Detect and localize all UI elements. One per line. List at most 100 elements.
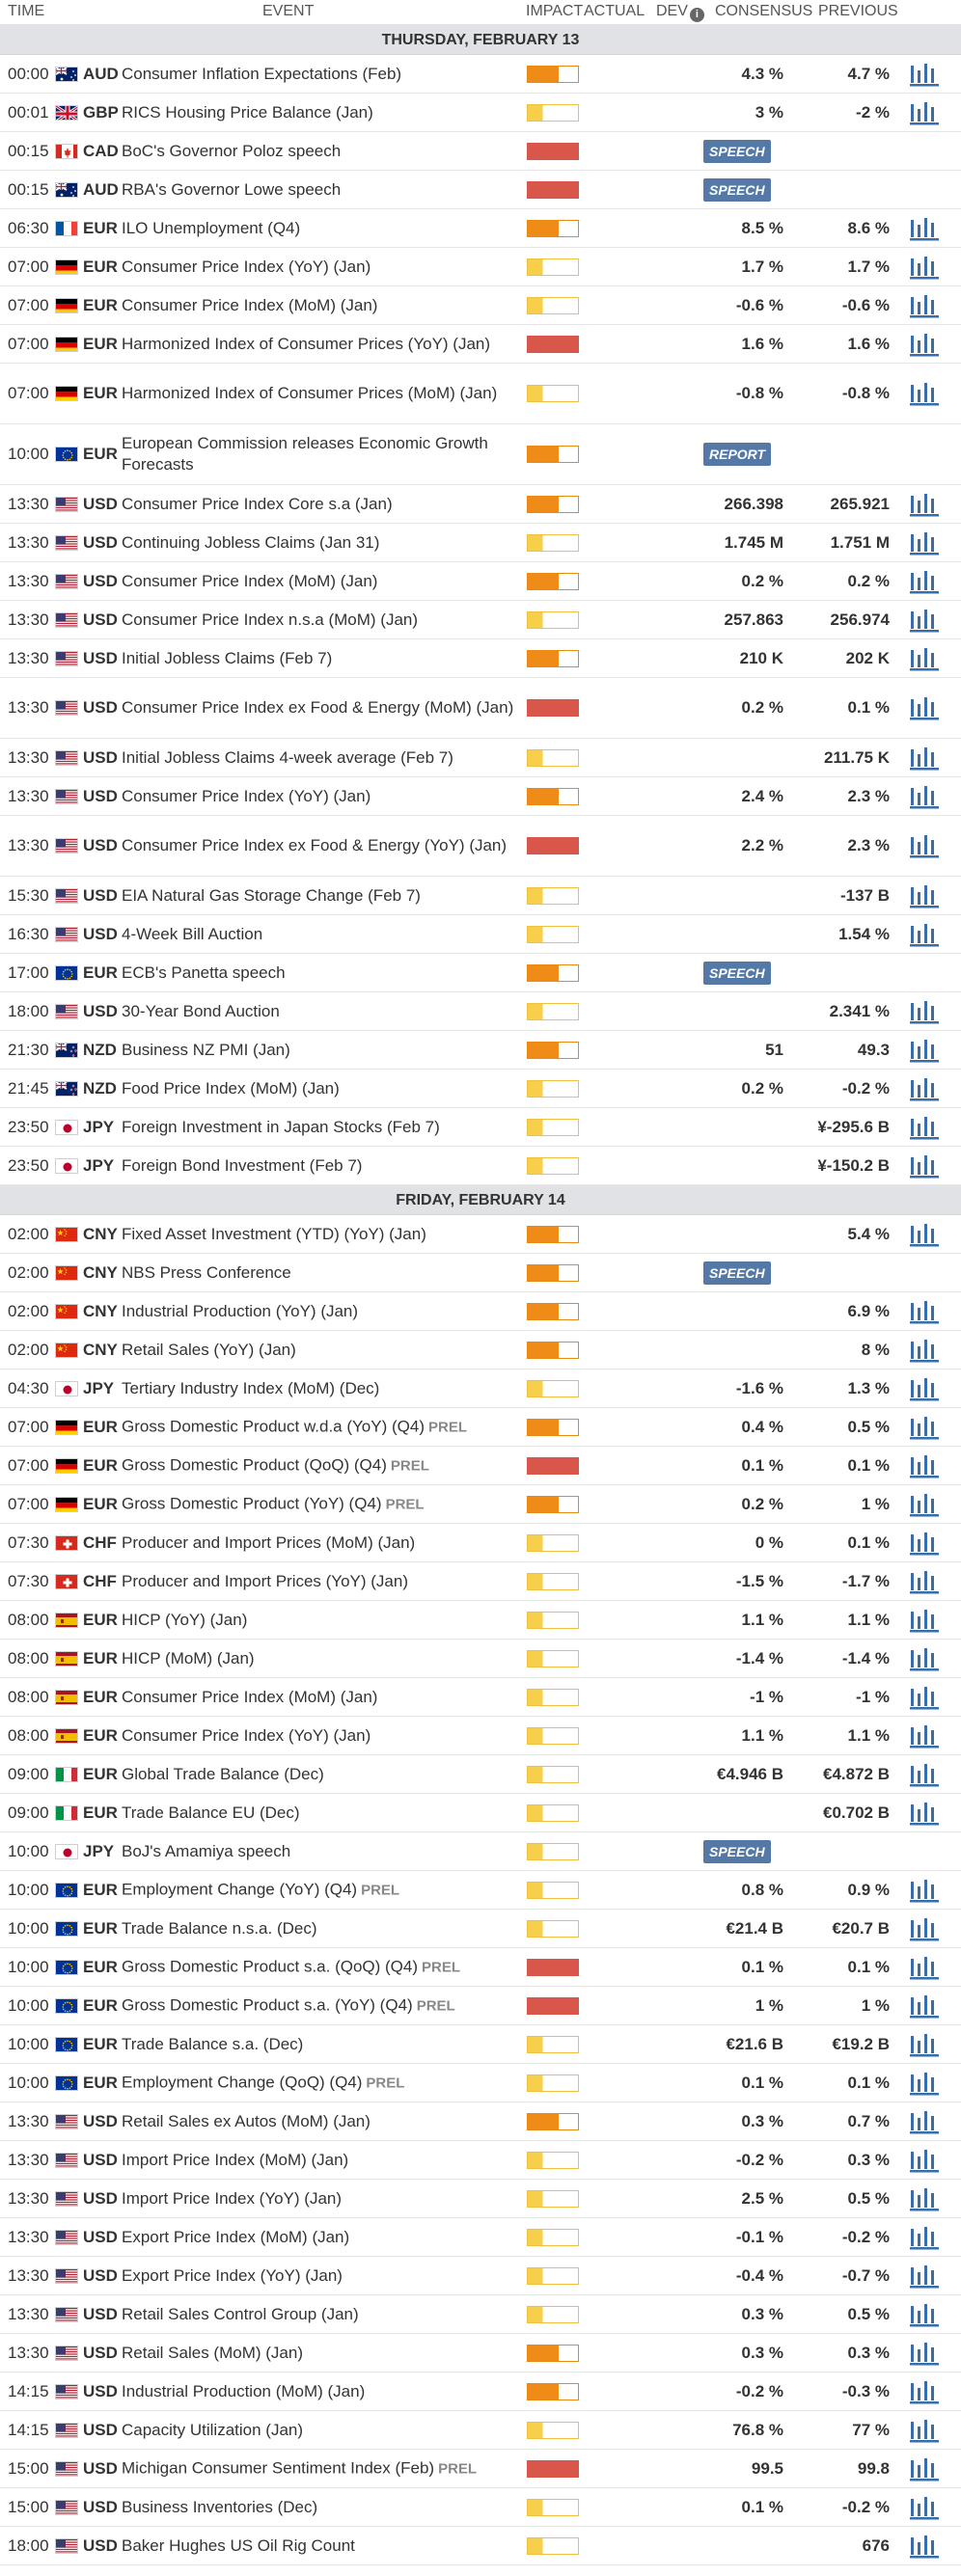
table-row[interactable]: 13:30 USD Import Price Index (YoY) (Jan) 2.…	[0, 2180, 961, 2218]
event-name[interactable]: Producer and Import Prices (MoM) (Jan)	[122, 1532, 517, 1554]
bar-chart-icon[interactable]	[909, 2341, 940, 2366]
event-name[interactable]: HICP (MoM) (Jan)	[122, 1648, 517, 1669]
event-name[interactable]: Gross Domestic Product (QoQ) (Q4) PREL	[122, 1454, 517, 1477]
event-name[interactable]: Global Trade Balance (Dec)	[122, 1764, 517, 1785]
bar-chart-icon[interactable]	[909, 2534, 940, 2559]
table-row[interactable]: 00:15 AUD RBA's Governor Lowe speech SPEECH	[0, 171, 961, 209]
event-name[interactable]: Producer and Import Prices (YoY) (Jan)	[122, 1571, 517, 1592]
bar-chart-icon[interactable]	[909, 2418, 940, 2443]
event-name[interactable]: Import Price Index (MoM) (Jan)	[122, 2150, 517, 2171]
bar-chart-icon[interactable]	[909, 2225, 940, 2250]
event-name[interactable]: ECB's Panetta speech	[122, 963, 517, 984]
bar-chart-icon[interactable]	[909, 1376, 940, 1401]
table-row[interactable]: 13:30 USD Export Price Index (YoY) (Jan) -0…	[0, 2257, 961, 2295]
table-row[interactable]: 13:30 USD Retail Sales ex Autos (MoM) (Jan…	[0, 2102, 961, 2141]
bar-chart-icon[interactable]	[909, 1338, 940, 1363]
table-row[interactable]: 13:30 USD Import Price Index (MoM) (Jan) -0…	[0, 2141, 961, 2180]
event-name[interactable]: Gross Domestic Product s.a. (YoY) (Q4) PR…	[122, 1994, 517, 2017]
table-row[interactable]: 07:00 EUR Consumer Price Index (MoM) (Jan)…	[0, 286, 961, 325]
bar-chart-icon[interactable]	[909, 922, 940, 947]
table-row[interactable]: 23:50 JPY Foreign Bond Investment (Feb 7) ¥…	[0, 1147, 961, 1185]
bar-chart-icon[interactable]	[909, 2456, 940, 2481]
table-row[interactable]: 07:30 CHF Producer and Import Prices (MoM)…	[0, 1524, 961, 1562]
bar-chart-icon[interactable]	[909, 255, 940, 280]
bar-chart-icon[interactable]	[909, 883, 940, 908]
bar-chart-icon[interactable]	[909, 1492, 940, 1517]
event-name[interactable]: Business NZ PMI (Jan)	[122, 1040, 517, 1061]
event-name[interactable]: BoC's Governor Poloz speech	[122, 141, 517, 162]
bar-chart-icon[interactable]	[909, 530, 940, 556]
table-row[interactable]: 10:00 EUR Gross Domestic Product s.a. (YoY…	[0, 1987, 961, 2025]
table-row[interactable]: 13:30 USD Consumer Price Index (MoM) (Jan)…	[0, 562, 961, 601]
table-row[interactable]: 07:00 EUR Gross Domestic Product (QoQ) (Q4…	[0, 1447, 961, 1485]
bar-chart-icon[interactable]	[909, 1531, 940, 1556]
header-time[interactable]: TIME	[8, 3, 45, 19]
event-name[interactable]: Continuing Jobless Claims (Jan 31)	[122, 532, 517, 554]
bar-chart-icon[interactable]	[909, 62, 940, 87]
table-row[interactable]: 13:30 USD Retail Sales (MoM) (Jan) 0.3 % 0.3…	[0, 2334, 961, 2373]
bar-chart-icon[interactable]	[909, 1115, 940, 1140]
bar-chart-icon[interactable]	[909, 833, 940, 858]
table-row[interactable]: 13:30 USD Consumer Price Index Core s.a (J…	[0, 485, 961, 524]
bar-chart-icon[interactable]	[909, 1608, 940, 1633]
event-name[interactable]: Foreign Investment in Japan Stocks (Feb …	[122, 1117, 517, 1138]
event-name[interactable]: 30-Year Bond Auction	[122, 1001, 517, 1022]
event-name[interactable]: Export Price Index (YoY) (Jan)	[122, 2265, 517, 2287]
event-name[interactable]: Consumer Price Index Core s.a (Jan)	[122, 494, 517, 515]
event-name[interactable]: Consumer Price Index (YoY) (Jan)	[122, 257, 517, 278]
bar-chart-icon[interactable]	[909, 2032, 940, 2057]
event-name[interactable]: Gross Domestic Product w.d.a (YoY) (Q4) P…	[122, 1416, 517, 1438]
event-name[interactable]: Consumer Price Index (MoM) (Jan)	[122, 1687, 517, 1708]
event-name[interactable]: Retail Sales Control Group (Jan)	[122, 2304, 517, 2325]
table-row[interactable]: 09:00 EUR Global Trade Balance (Dec) €4.946…	[0, 1755, 961, 1794]
bar-chart-icon[interactable]	[909, 1955, 940, 1980]
bar-chart-icon[interactable]	[909, 1415, 940, 1440]
bar-chart-icon[interactable]	[909, 1916, 940, 1941]
bar-chart-icon[interactable]	[909, 2148, 940, 2173]
table-row[interactable]: 02:00 CNY Industrial Production (YoY) (Jan…	[0, 1292, 961, 1331]
table-row[interactable]: 10:00 EUR Trade Balance n.s.a. (Dec) €21.4 …	[0, 1910, 961, 1948]
event-name[interactable]: Retail Sales ex Autos (MoM) (Jan)	[122, 2111, 517, 2132]
table-row[interactable]: 02:00 CNY Fixed Asset Investment (YTD) (Yo…	[0, 1215, 961, 1254]
bar-chart-icon[interactable]	[909, 746, 940, 771]
event-name[interactable]: Gross Domestic Product (YoY) (Q4) PREL	[122, 1493, 517, 1515]
bar-chart-icon[interactable]	[909, 216, 940, 241]
event-name[interactable]: Import Price Index (YoY) (Jan)	[122, 2188, 517, 2210]
bar-chart-icon[interactable]	[909, 381, 940, 406]
event-name[interactable]: Harmonized Index of Consumer Prices (YoY…	[122, 334, 517, 355]
bar-chart-icon[interactable]	[909, 1222, 940, 1247]
bar-chart-icon[interactable]	[909, 1299, 940, 1324]
event-name[interactable]: HICP (YoY) (Jan)	[122, 1610, 517, 1631]
bar-chart-icon[interactable]	[909, 1453, 940, 1478]
event-name[interactable]: Initial Jobless Claims (Feb 7)	[122, 648, 517, 669]
event-name[interactable]: Capacity Utilization (Jan)	[122, 2420, 517, 2441]
event-name[interactable]: Consumer Price Index ex Food & Energy (M…	[122, 697, 517, 719]
event-name[interactable]: Employment Change (YoY) (Q4) PREL	[122, 1879, 517, 1901]
event-name[interactable]: Trade Balance n.s.a. (Dec)	[122, 1918, 517, 1939]
table-row[interactable]: 13:30 USD Consumer Price Index (YoY) (Jan)…	[0, 777, 961, 816]
table-row[interactable]: 07:00 EUR Consumer Price Index (YoY) (Jan)…	[0, 248, 961, 286]
table-row[interactable]: 10:00 EUR Employment Change (YoY) (Q4) PREL…	[0, 1871, 961, 1910]
table-row[interactable]: 13:30 USD Initial Jobless Claims 4-week av…	[0, 739, 961, 777]
table-row[interactable]: 07:00 EUR Gross Domestic Product (YoY) (Q4…	[0, 1485, 961, 1524]
event-name[interactable]: Baker Hughes US Oil Rig Count	[122, 2535, 517, 2557]
table-row[interactable]: 18:00 USD Baker Hughes US Oil Rig Count 676	[0, 2527, 961, 2565]
header-consensus[interactable]: CONSENSUS	[715, 3, 813, 19]
table-row[interactable]: 07:00 EUR Gross Domestic Product w.d.a (Yo…	[0, 1408, 961, 1447]
bar-chart-icon[interactable]	[909, 100, 940, 125]
table-row[interactable]: 00:01 GBP RICS Housing Price Balance (Jan)…	[0, 94, 961, 132]
event-name[interactable]: Trade Balance EU (Dec)	[122, 1803, 517, 1824]
table-row[interactable]: 10:00 EUR European Commission releases Eco…	[0, 424, 961, 485]
event-name[interactable]: Foreign Bond Investment (Feb 7)	[122, 1155, 517, 1177]
table-row[interactable]: 15:30 USD EIA Natural Gas Storage Change (…	[0, 877, 961, 915]
bar-chart-icon[interactable]	[909, 332, 940, 357]
table-row[interactable]: 10:00 EUR Gross Domestic Product s.a. (QoQ…	[0, 1948, 961, 1987]
table-row[interactable]: 13:30 USD Initial Jobless Claims (Feb 7) 21…	[0, 639, 961, 678]
table-row[interactable]: 10:00 EUR Employment Change (QoQ) (Q4) PREL…	[0, 2064, 961, 2102]
bar-chart-icon[interactable]	[909, 2186, 940, 2211]
event-name[interactable]: Industrial Production (MoM) (Jan)	[122, 2381, 517, 2402]
table-row[interactable]: 15:00 USD Michigan Consumer Sentiment Inde…	[0, 2450, 961, 2488]
event-name[interactable]: RBA's Governor Lowe speech	[122, 179, 517, 201]
table-row[interactable]: 21:30 NZD Business NZ PMI (Jan) 51 49.3	[0, 1031, 961, 1070]
table-row[interactable]: 14:15 USD Capacity Utilization (Jan) 76.8 %…	[0, 2411, 961, 2450]
